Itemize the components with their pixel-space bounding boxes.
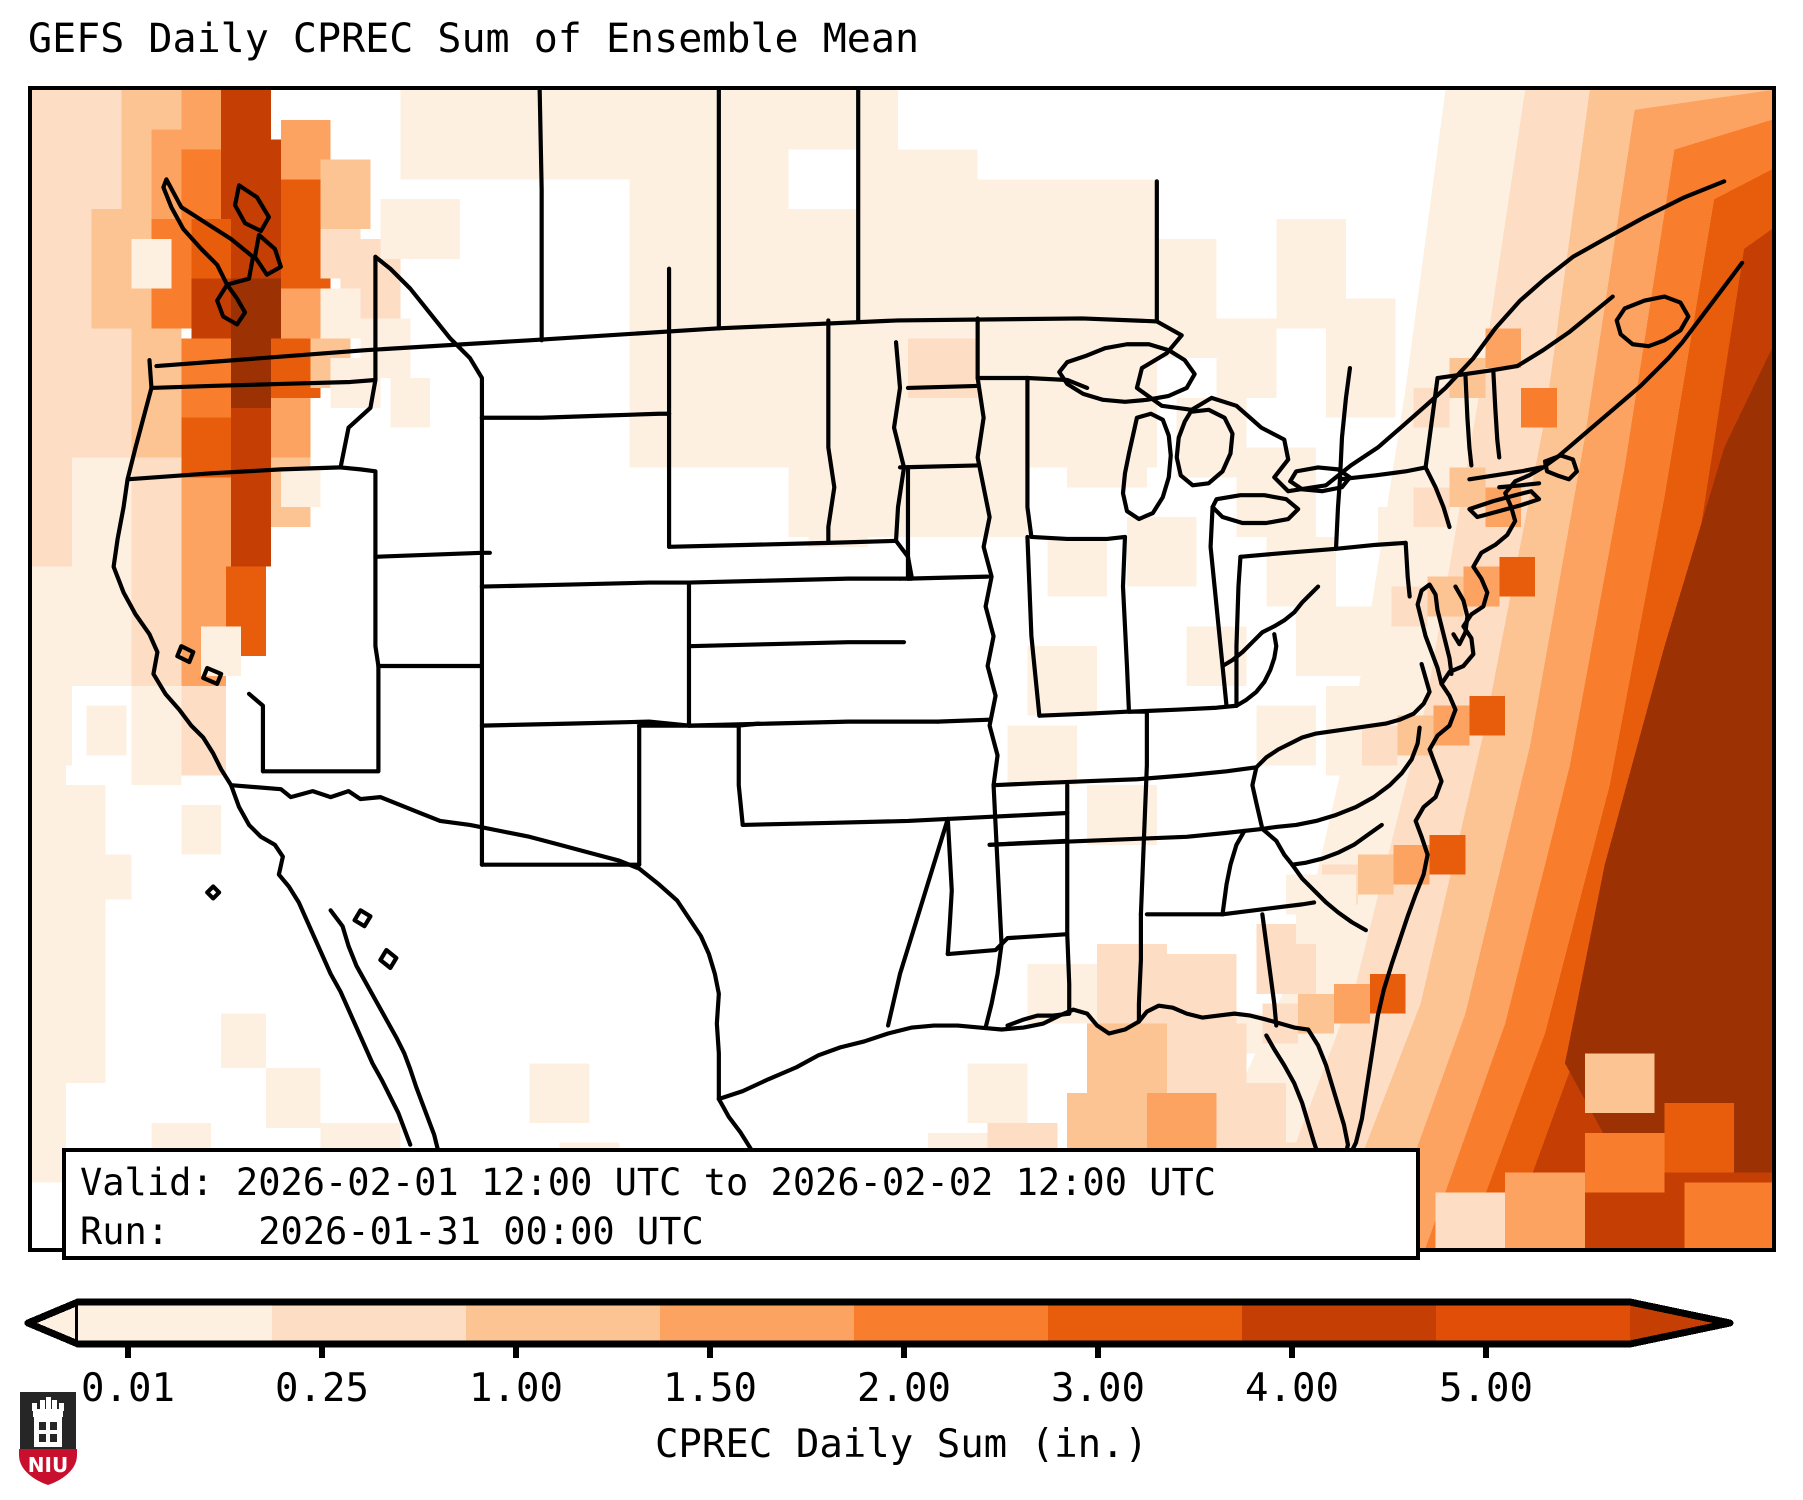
colorbar-band xyxy=(272,1302,466,1344)
cb-tick-label: 5.00 xyxy=(1439,1366,1533,1411)
colorbar-band xyxy=(660,1302,854,1344)
colorbar-outline xyxy=(24,1298,1734,1348)
map-panel xyxy=(28,86,1776,1252)
colorbar-axis-label: CPREC Daily Sum (in.) xyxy=(654,1422,1149,1467)
niu-logo: NIU xyxy=(18,1390,78,1487)
page-title: GEFS Daily CPREC Sum of Ensemble Mean xyxy=(28,16,920,62)
cb-tick-label: 0.01 xyxy=(81,1366,175,1411)
colorbar-svg xyxy=(24,1298,1734,1358)
valid-time-text: Valid: 2026-02-01 12:00 UTC to 2026-02-0… xyxy=(80,1161,1217,1204)
colorbar-band xyxy=(854,1302,1048,1344)
run-time-text: Run: 2026-01-31 00:00 UTC xyxy=(80,1210,704,1253)
colorbar-band xyxy=(78,1302,272,1344)
logo-band xyxy=(19,1449,77,1485)
cb-tick-label: 1.50 xyxy=(663,1366,757,1411)
cb-tick-label: 0.25 xyxy=(275,1366,369,1411)
colorbar-band xyxy=(466,1302,660,1344)
logo-windows-icon xyxy=(39,1422,57,1442)
colorbar-tick-labels: 0.01 0.25 1.00 1.50 2.00 3.00 4.00 5.00 xyxy=(0,1366,1803,1418)
precipitation-map xyxy=(32,90,1772,1248)
colorbar[interactable] xyxy=(0,1288,1803,1358)
colorbar-band xyxy=(1242,1302,1436,1344)
cb-tick-label: 2.00 xyxy=(857,1366,951,1411)
colorbar-ticks xyxy=(125,1344,1489,1358)
cb-tick-label: 1.00 xyxy=(469,1366,563,1411)
cb-tick-label: 3.00 xyxy=(1051,1366,1145,1411)
valid-run-info-box: Valid: 2026-02-01 12:00 UTC to 2026-02-0… xyxy=(62,1148,1420,1260)
logo-castle-icon xyxy=(32,1397,64,1447)
map-outlines xyxy=(111,90,1745,1221)
colorbar-band xyxy=(1048,1302,1242,1344)
colorbar-band xyxy=(1436,1302,1630,1344)
logo-text: NIU xyxy=(28,1453,68,1477)
colorbar-over-arrow xyxy=(1630,1302,1730,1344)
cb-tick-label: 4.00 xyxy=(1245,1366,1339,1411)
